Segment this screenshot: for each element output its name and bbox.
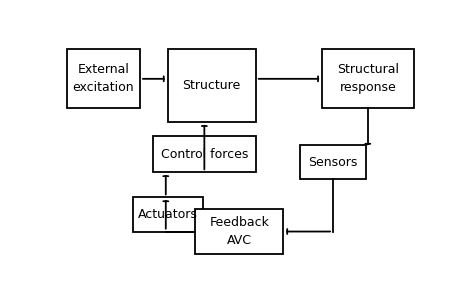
Text: Structural
response: Structural response bbox=[337, 63, 399, 94]
Text: Actuators: Actuators bbox=[137, 208, 198, 221]
FancyBboxPatch shape bbox=[300, 145, 366, 179]
Text: Control forces: Control forces bbox=[161, 147, 248, 160]
Text: Feedback
AVC: Feedback AVC bbox=[210, 216, 269, 247]
FancyBboxPatch shape bbox=[322, 49, 414, 108]
FancyBboxPatch shape bbox=[168, 49, 256, 122]
FancyBboxPatch shape bbox=[133, 197, 202, 231]
FancyBboxPatch shape bbox=[66, 49, 140, 108]
FancyBboxPatch shape bbox=[195, 209, 283, 254]
Text: External
excitation: External excitation bbox=[73, 63, 134, 94]
Text: Sensors: Sensors bbox=[308, 155, 357, 168]
Text: Structure: Structure bbox=[182, 79, 241, 92]
FancyBboxPatch shape bbox=[153, 136, 256, 172]
